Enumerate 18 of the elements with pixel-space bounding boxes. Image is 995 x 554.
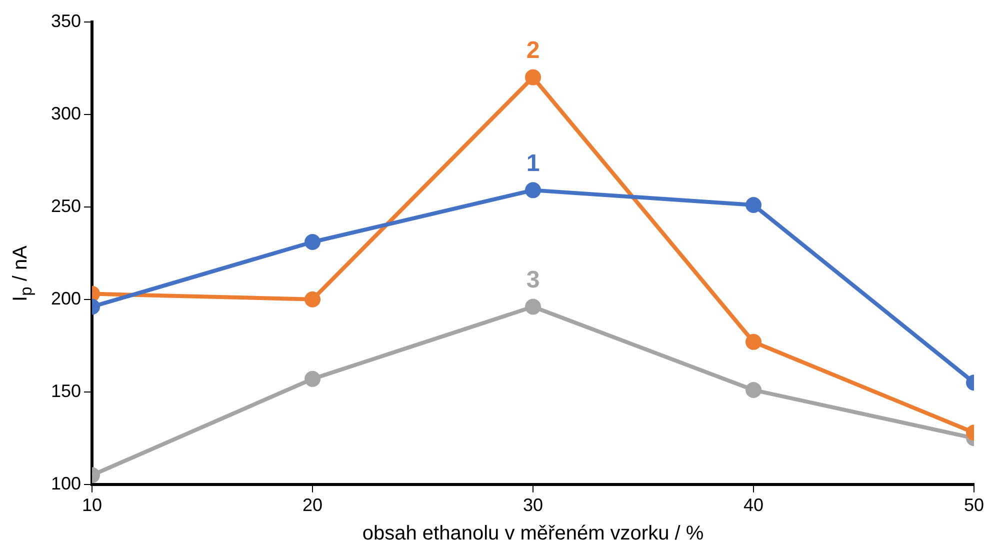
y-tick-label: 250	[50, 196, 82, 216]
series-label: 1	[526, 150, 540, 177]
point	[525, 69, 542, 86]
series-label: 3	[526, 266, 540, 294]
x-tick-label: 10	[82, 495, 102, 516]
point	[525, 298, 542, 315]
x-axis-title: obsah ethanolu v měřeném vzorku / %	[362, 522, 704, 545]
y-tick-label: 200	[50, 288, 82, 308]
y-tick-label: 300	[50, 103, 82, 124]
y-tick-label: 350	[50, 10, 82, 31]
x-tick-label: 20	[302, 495, 323, 516]
x-tick-label: 30	[523, 495, 544, 516]
point	[525, 182, 542, 198]
series-label: 2	[526, 36, 540, 64]
x-tick-label: 50	[964, 495, 984, 516]
y-tick-label: 100	[50, 473, 82, 494]
y-tick-label: 150	[50, 380, 82, 401]
x-tick-label: 40	[743, 495, 764, 516]
